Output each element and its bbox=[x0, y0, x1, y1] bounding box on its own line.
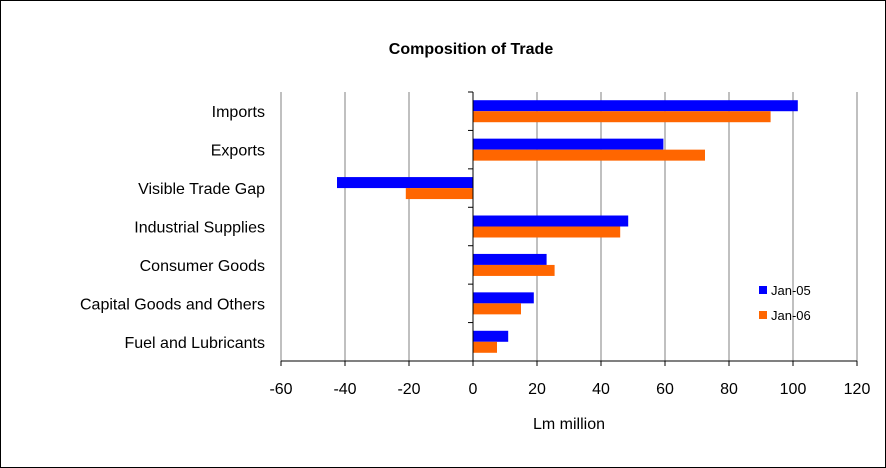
legend-swatch-jan-06 bbox=[759, 311, 767, 319]
x-tick-label: 20 bbox=[528, 381, 546, 398]
bar-jan-06-industrial-supplies bbox=[473, 226, 621, 238]
legend-label-jan-05: Jan-05 bbox=[771, 283, 811, 298]
gridlines bbox=[280, 92, 858, 361]
category-labels: Imports Exports Visible Trade Gap Industria… bbox=[80, 104, 265, 352]
bar-jan-05-consumer-goods bbox=[473, 253, 547, 265]
x-tick-label: 0 bbox=[469, 381, 478, 398]
category-label: Consumer Goods bbox=[140, 258, 265, 275]
bar-jan-05-exports bbox=[473, 138, 664, 150]
x-tick-label: 40 bbox=[592, 381, 610, 398]
legend-swatch-jan-05 bbox=[759, 286, 767, 294]
x-axis-title: Lm million bbox=[533, 416, 605, 433]
bar-jan-06-fuel-and-lubricants bbox=[473, 341, 497, 353]
category-label: Imports bbox=[212, 104, 265, 121]
category-label: Exports bbox=[211, 143, 265, 160]
bar-jan-06-imports bbox=[473, 111, 771, 123]
axes bbox=[280, 91, 858, 366]
legend: Jan-05 Jan-06 bbox=[759, 283, 811, 323]
bar-jan-06-exports bbox=[473, 149, 705, 161]
x-tick-label: -20 bbox=[397, 381, 420, 398]
x-tick-label: 60 bbox=[656, 381, 674, 398]
bar-jan-05-capital-goods-and-others bbox=[473, 292, 534, 304]
bars bbox=[337, 100, 798, 353]
x-tick-label: 120 bbox=[844, 381, 871, 398]
legend-label-jan-06: Jan-06 bbox=[771, 308, 811, 323]
bar-jan-06-consumer-goods bbox=[473, 264, 555, 276]
chart-title: Composition of Trade bbox=[389, 41, 554, 58]
x-tick-label: -60 bbox=[269, 381, 292, 398]
bar-jan-05-fuel-and-lubricants bbox=[473, 330, 509, 342]
category-label: Capital Goods and Others bbox=[80, 296, 265, 313]
x-tick-label: 80 bbox=[720, 381, 738, 398]
bar-jan-05-visible-trade-gap bbox=[337, 177, 473, 189]
category-label: Fuel and Lubricants bbox=[124, 335, 265, 352]
bar-jan-06-capital-goods-and-others bbox=[473, 303, 521, 315]
bar-jan-05-imports bbox=[473, 100, 798, 112]
bar-jan-05-industrial-supplies bbox=[473, 215, 629, 227]
x-tick-label: 100 bbox=[780, 381, 807, 398]
tick-labels: -60 -40 -20 0 20 40 60 80 100 120 bbox=[269, 381, 870, 398]
category-label: Visible Trade Gap bbox=[138, 181, 265, 198]
bar-jan-06-visible-trade-gap bbox=[405, 188, 473, 200]
category-label: Industrial Supplies bbox=[134, 220, 265, 237]
x-tick-label: -40 bbox=[333, 381, 356, 398]
